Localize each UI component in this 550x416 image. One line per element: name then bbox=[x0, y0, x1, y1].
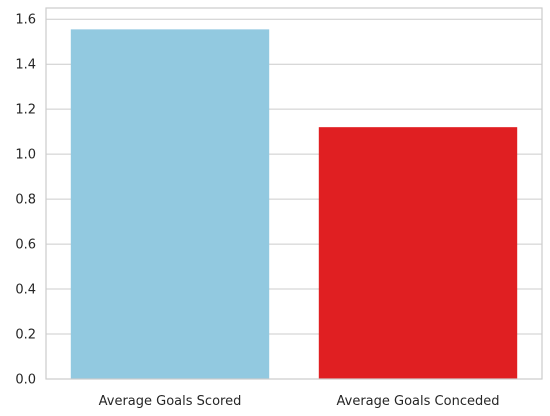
plot-frame bbox=[45, 7, 543, 380]
x-tick-label: Average Goals Conceded bbox=[337, 394, 500, 409]
bar bbox=[70, 29, 270, 380]
x-tick-label: Average Goals Scored bbox=[99, 394, 242, 409]
y-tick-label: 0.8 bbox=[15, 193, 36, 208]
y-tick-label: 0.0 bbox=[15, 373, 36, 388]
y-tick-label: 0.2 bbox=[15, 328, 36, 343]
y-tick-label: 1.2 bbox=[15, 103, 36, 118]
x-axis-ticks: Average Goals Scored Average Goals Conced… bbox=[99, 394, 500, 409]
bars bbox=[70, 29, 518, 380]
y-tick-label: 1.6 bbox=[15, 13, 36, 28]
y-tick-label: 0.4 bbox=[15, 283, 36, 298]
bar bbox=[318, 127, 518, 379]
y-tick-label: 1.4 bbox=[15, 58, 36, 73]
y-axis-ticks: 0.0 0.2 0.4 0.6 0.8 1.0 1.2 1.4 1.6 bbox=[15, 13, 36, 388]
y-tick-label: 0.6 bbox=[15, 238, 36, 253]
y-tick-label: 1.0 bbox=[15, 148, 36, 163]
